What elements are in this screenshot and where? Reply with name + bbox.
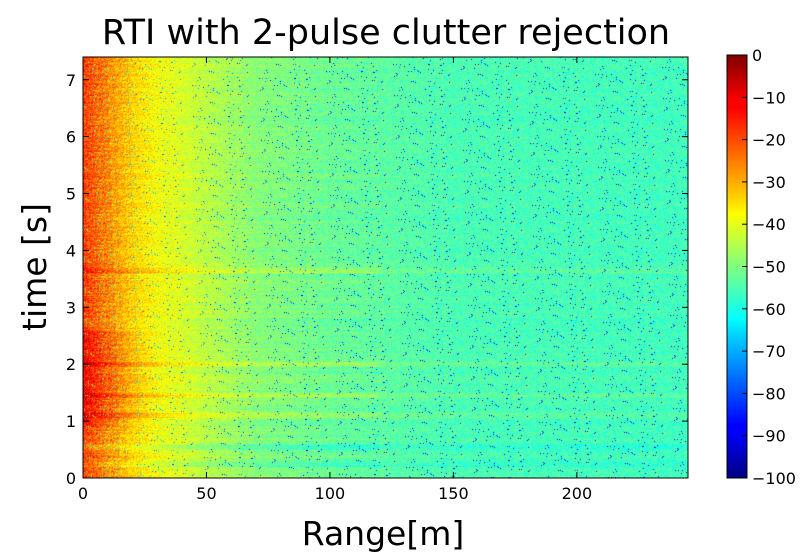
colorbar-tick-label: −30	[752, 173, 786, 192]
chart-title: RTI with 2-pulse clutter rejection	[102, 13, 670, 53]
colorbar-tick-label: −40	[752, 215, 786, 234]
colorbar: 0 −10 −20 −30 −40 −50 −60 −70 −80 −90 −100	[726, 46, 796, 488]
rti-heatmap	[83, 57, 688, 478]
y-tick-label: 5	[66, 185, 76, 204]
y-tick-label: 0	[66, 469, 76, 488]
colorbar-tick-label: −90	[752, 427, 786, 446]
y-tick-label: 7	[66, 71, 76, 90]
y-axis-label: time [s]	[15, 203, 54, 331]
colorbar-tick-label: 0	[752, 46, 762, 65]
x-tick-label: 100	[315, 484, 346, 503]
colorbar-tick-label: −20	[752, 131, 786, 150]
colorbar-tick-label: −10	[752, 88, 786, 107]
plot-area	[82, 56, 689, 479]
x-axis: 0 50 100 150 200	[78, 57, 592, 503]
y-axis: 0 1 2 3 4 5 6 7	[66, 71, 688, 488]
colorbar-tick-label: −80	[752, 384, 786, 403]
y-tick-label: 2	[66, 355, 76, 374]
colorbar-tick-label: −100	[752, 469, 796, 488]
x-tick-label: 200	[562, 484, 593, 503]
colorbar-ticks: 0 −10 −20 −30 −40 −50 −60 −70 −80 −90 −100	[742, 46, 796, 488]
x-tick-label: 150	[438, 484, 469, 503]
colorbar-tick-label: −60	[752, 300, 786, 319]
colorbar-tick-label: −50	[752, 258, 786, 277]
y-tick-label: 4	[66, 241, 76, 260]
colorbar-tick-label: −70	[752, 342, 786, 361]
y-tick-label: 1	[66, 412, 76, 431]
plot-frame	[82, 56, 689, 479]
y-tick-label: 3	[66, 298, 76, 317]
y-tick-label: 6	[66, 128, 76, 147]
x-tick-label: 0	[78, 484, 88, 503]
x-tick-label: 50	[196, 484, 216, 503]
x-axis-label: Range[m]	[302, 514, 465, 553]
